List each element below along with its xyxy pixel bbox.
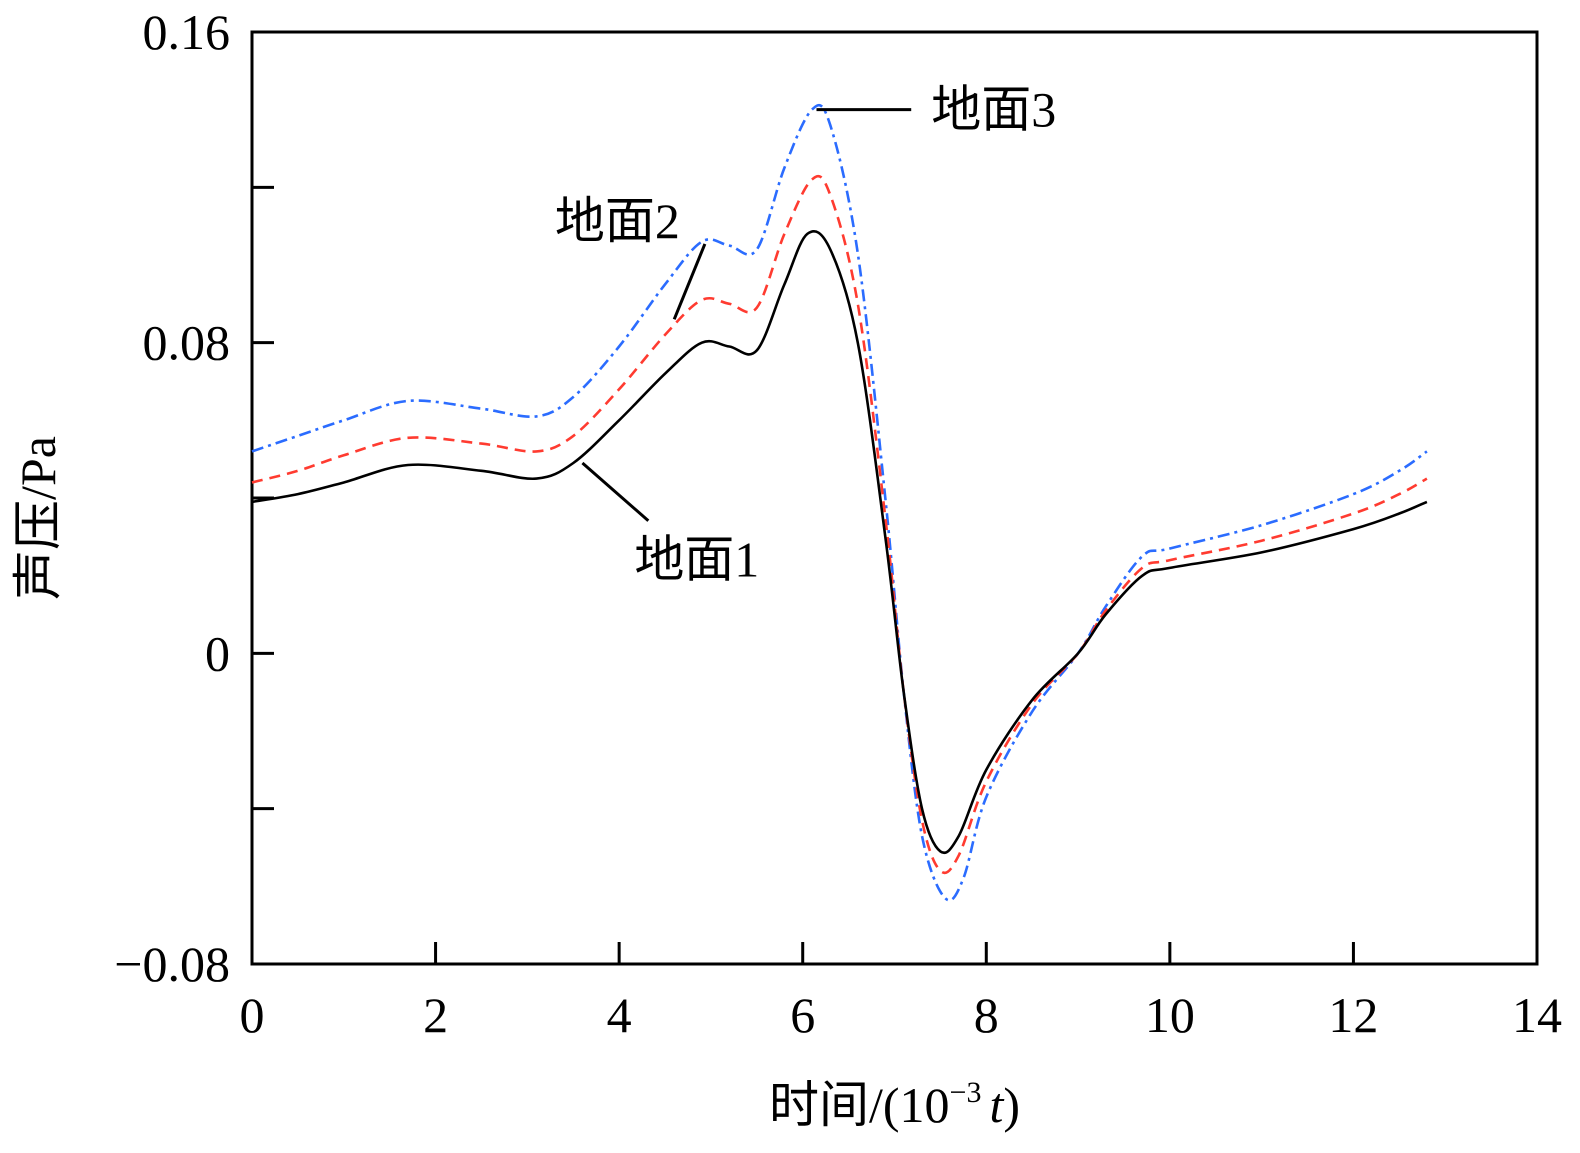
y-tick-label: −0.08 <box>114 936 230 992</box>
series-group <box>251 103 1428 902</box>
annotation-label: 地面1 <box>634 532 759 588</box>
x-axis-label-close: ) <box>1003 1077 1020 1133</box>
y-tick-label: 0.16 <box>143 4 231 60</box>
annotation-group: 地面1 地面2 地面3 <box>555 82 1056 588</box>
x-tick-label: 10 <box>1145 987 1195 1043</box>
series-line <box>251 174 1428 875</box>
x-axis-label: 时间/(10−3 t) <box>769 1076 1020 1133</box>
series-line <box>251 230 1428 855</box>
y-tick-label: 0 <box>205 625 230 681</box>
x-tick-label: 8 <box>974 987 999 1043</box>
annotation-label: 地面3 <box>931 82 1056 138</box>
x-tick-label: 14 <box>1512 987 1562 1043</box>
annotation-label: 地面2 <box>555 193 680 249</box>
x-axis-label-variable: t <box>989 1077 1004 1133</box>
x-axis-label-main: 时间/(10 <box>769 1077 950 1133</box>
annotation-leader <box>581 461 650 522</box>
annotation-leader <box>672 243 707 320</box>
x-tick-label: 4 <box>607 987 632 1043</box>
series-line <box>251 103 1428 902</box>
x-axis-label-exponent: −3 <box>950 1076 982 1109</box>
y-axis-label: 声压/Pa <box>10 436 66 600</box>
x-tick-label: 0 <box>240 987 265 1043</box>
y-tick-label: 0.08 <box>143 315 231 371</box>
x-tick-label: 6 <box>790 987 815 1043</box>
x-tick-label: 12 <box>1328 987 1378 1043</box>
x-tick-label: 2 <box>423 987 448 1043</box>
